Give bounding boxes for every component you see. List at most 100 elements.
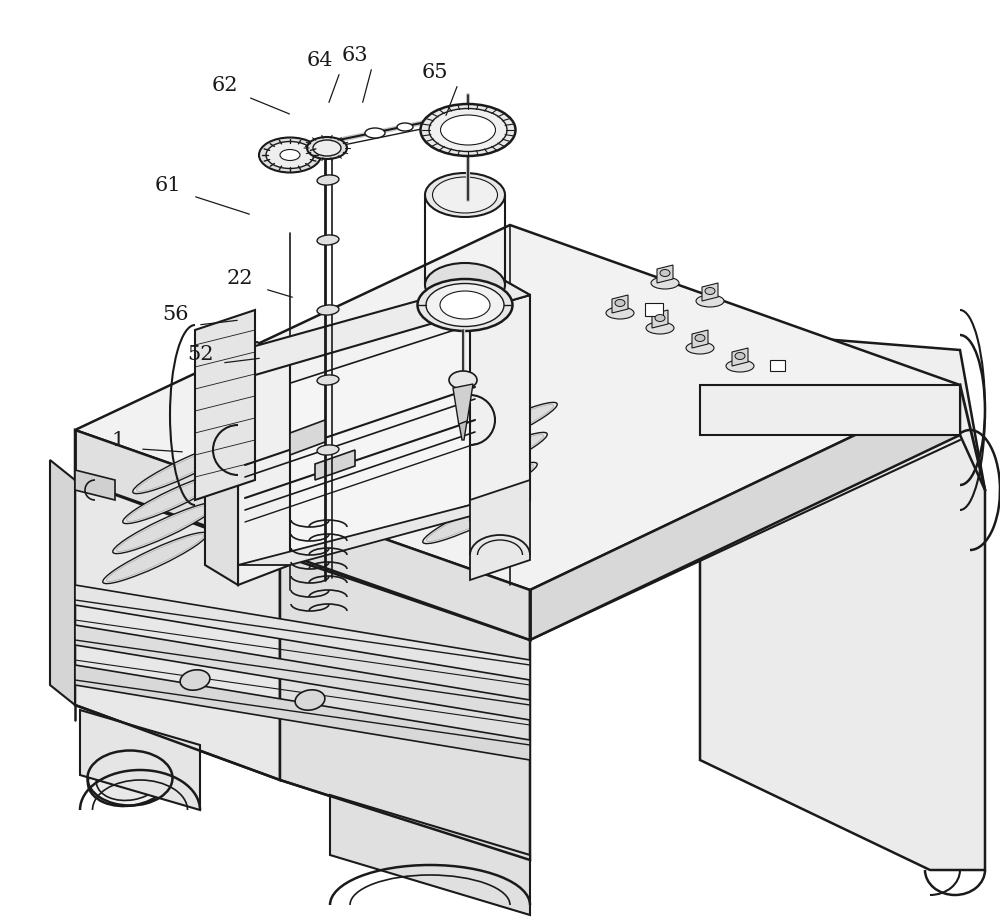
Ellipse shape xyxy=(397,123,413,131)
Ellipse shape xyxy=(433,177,498,213)
Ellipse shape xyxy=(133,442,237,493)
Polygon shape xyxy=(280,555,530,860)
Polygon shape xyxy=(330,795,530,915)
Polygon shape xyxy=(238,500,530,565)
Ellipse shape xyxy=(103,533,207,583)
Ellipse shape xyxy=(317,175,339,185)
Ellipse shape xyxy=(317,445,339,455)
Polygon shape xyxy=(470,295,530,520)
Polygon shape xyxy=(205,360,238,400)
Ellipse shape xyxy=(606,307,634,319)
Ellipse shape xyxy=(296,425,394,471)
Ellipse shape xyxy=(615,300,625,306)
Polygon shape xyxy=(612,295,628,313)
Ellipse shape xyxy=(280,149,300,160)
Ellipse shape xyxy=(421,104,516,156)
Polygon shape xyxy=(75,430,530,640)
Ellipse shape xyxy=(180,669,210,691)
Ellipse shape xyxy=(696,295,724,307)
Polygon shape xyxy=(652,310,668,328)
Ellipse shape xyxy=(266,514,364,561)
Ellipse shape xyxy=(646,322,674,334)
Ellipse shape xyxy=(440,291,490,319)
Text: 61: 61 xyxy=(155,175,181,194)
Ellipse shape xyxy=(317,305,339,315)
Ellipse shape xyxy=(655,315,665,322)
Ellipse shape xyxy=(116,504,214,551)
Polygon shape xyxy=(80,710,200,810)
Polygon shape xyxy=(315,450,355,480)
Ellipse shape xyxy=(436,465,534,512)
Ellipse shape xyxy=(735,352,745,359)
Ellipse shape xyxy=(126,474,224,522)
Polygon shape xyxy=(75,665,530,760)
Ellipse shape xyxy=(651,277,679,289)
Polygon shape xyxy=(692,330,708,348)
Polygon shape xyxy=(75,625,530,720)
Ellipse shape xyxy=(276,484,374,532)
Ellipse shape xyxy=(695,335,705,341)
Bar xyxy=(770,360,785,371)
Ellipse shape xyxy=(443,433,547,483)
Ellipse shape xyxy=(295,690,325,710)
Text: 56: 56 xyxy=(162,305,188,325)
Ellipse shape xyxy=(317,235,339,245)
Ellipse shape xyxy=(425,173,505,217)
Ellipse shape xyxy=(426,494,524,541)
Ellipse shape xyxy=(113,503,217,554)
Ellipse shape xyxy=(429,108,507,151)
Text: 52: 52 xyxy=(187,346,213,364)
Ellipse shape xyxy=(88,750,172,806)
Polygon shape xyxy=(50,460,75,705)
Polygon shape xyxy=(75,225,960,590)
Ellipse shape xyxy=(106,535,204,581)
Polygon shape xyxy=(238,325,470,575)
Ellipse shape xyxy=(660,270,670,277)
Text: 22: 22 xyxy=(227,269,253,288)
Polygon shape xyxy=(530,385,960,640)
Ellipse shape xyxy=(96,756,164,801)
Polygon shape xyxy=(238,360,290,585)
Ellipse shape xyxy=(307,137,347,159)
Polygon shape xyxy=(205,278,530,380)
Ellipse shape xyxy=(313,140,341,156)
Ellipse shape xyxy=(293,423,397,474)
Polygon shape xyxy=(732,348,748,366)
Ellipse shape xyxy=(317,375,339,385)
Ellipse shape xyxy=(259,138,321,172)
Polygon shape xyxy=(700,385,960,435)
Text: 62: 62 xyxy=(212,75,238,94)
Polygon shape xyxy=(205,342,290,380)
Polygon shape xyxy=(700,435,985,870)
Polygon shape xyxy=(710,330,985,495)
Ellipse shape xyxy=(441,115,496,145)
Polygon shape xyxy=(470,480,530,580)
Bar xyxy=(645,303,663,316)
Ellipse shape xyxy=(449,371,477,389)
Ellipse shape xyxy=(446,435,544,481)
Ellipse shape xyxy=(273,482,377,534)
Text: 65: 65 xyxy=(422,62,448,82)
Polygon shape xyxy=(205,360,238,585)
Polygon shape xyxy=(702,283,718,301)
Polygon shape xyxy=(195,310,255,500)
Ellipse shape xyxy=(283,452,387,503)
Ellipse shape xyxy=(266,141,314,169)
Ellipse shape xyxy=(365,128,385,138)
Ellipse shape xyxy=(423,492,527,544)
Ellipse shape xyxy=(453,403,557,454)
Text: 1: 1 xyxy=(111,430,125,449)
Ellipse shape xyxy=(426,283,504,326)
Polygon shape xyxy=(75,470,115,500)
Text: 64: 64 xyxy=(307,50,333,70)
Ellipse shape xyxy=(456,404,554,451)
Polygon shape xyxy=(290,420,325,455)
Text: 63: 63 xyxy=(342,46,368,64)
Ellipse shape xyxy=(136,445,234,492)
Polygon shape xyxy=(75,585,530,680)
Polygon shape xyxy=(453,384,473,426)
Ellipse shape xyxy=(433,462,537,514)
Ellipse shape xyxy=(286,455,384,502)
Ellipse shape xyxy=(686,342,714,354)
Polygon shape xyxy=(75,480,280,780)
